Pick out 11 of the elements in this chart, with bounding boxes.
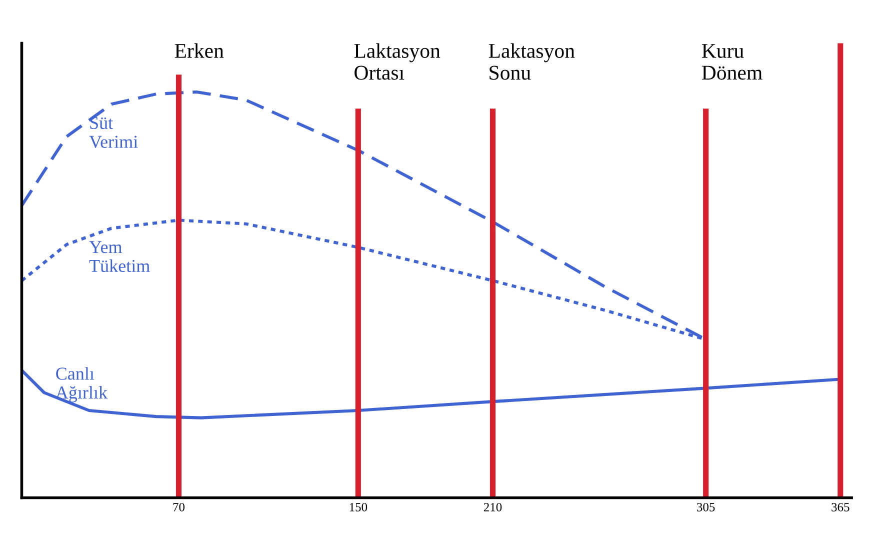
- ref-line-label: Laktasyon Ortası: [354, 43, 440, 80]
- series-label: Canlı Ağırlık: [56, 367, 108, 402]
- series-label: Yem Tüketim: [89, 241, 150, 272]
- ref-line-label: Erken: [174, 43, 224, 58]
- x-tick-label: 210: [484, 502, 502, 512]
- x-tick-label: 70: [173, 502, 185, 512]
- ref-line-label: Laktasyon Sonu: [488, 43, 575, 80]
- x-tick-label: 365: [832, 502, 850, 512]
- x-tick-label: 305: [697, 502, 715, 512]
- ref-line-label: Kuru Dönem: [702, 44, 762, 80]
- x-tick-label: 150: [350, 502, 368, 512]
